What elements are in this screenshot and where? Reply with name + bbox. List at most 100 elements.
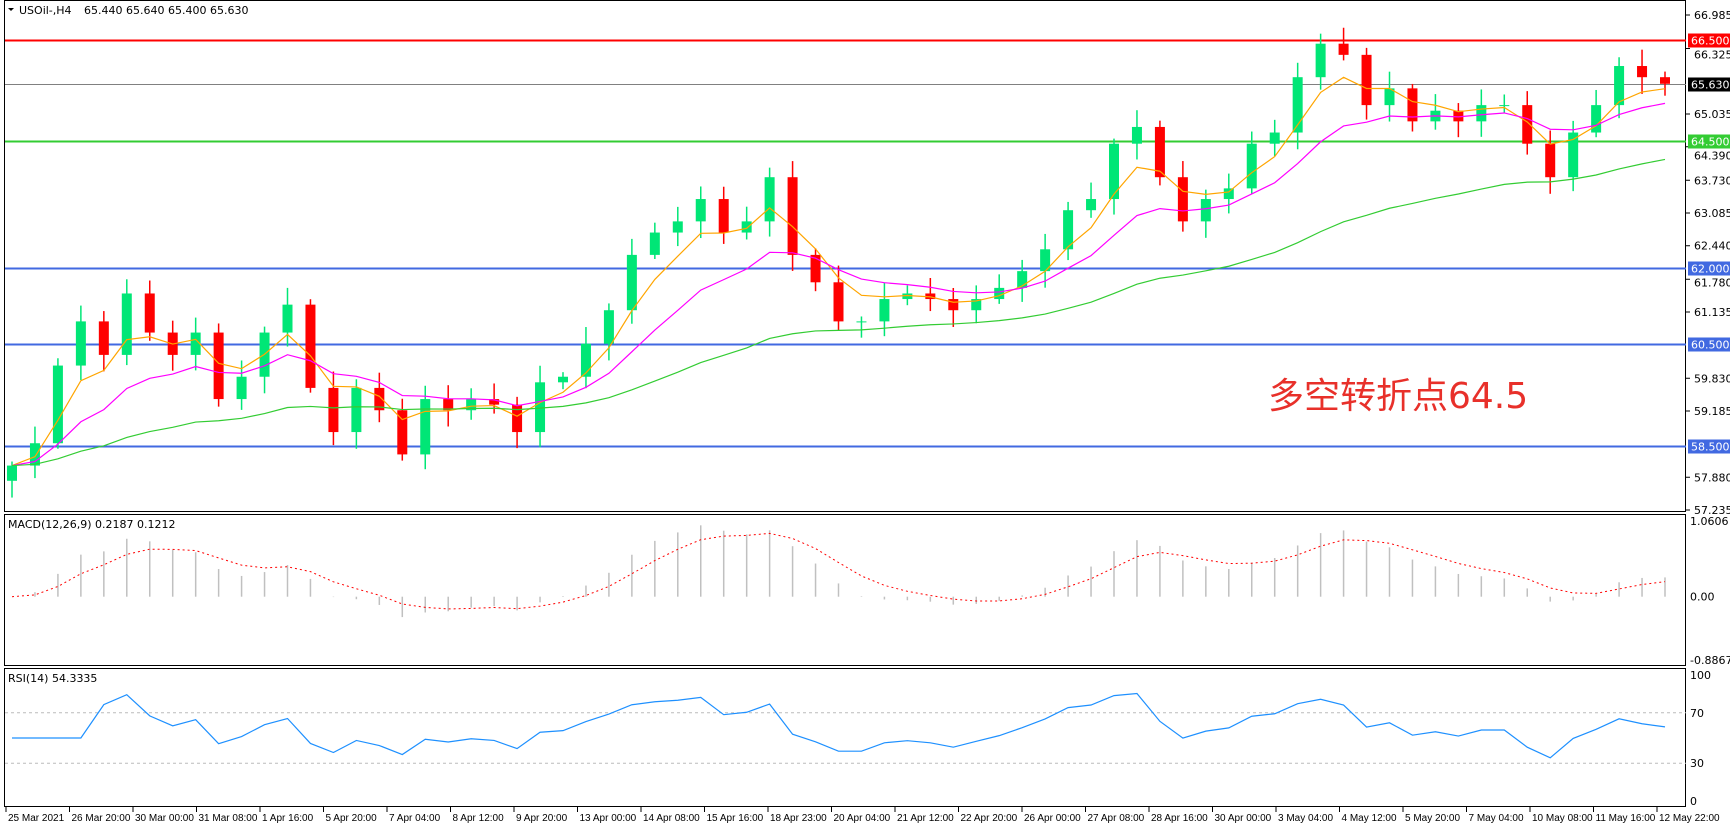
candle-body <box>558 376 568 383</box>
price-tick-label: 59.830 <box>1694 372 1730 385</box>
time-tick-label: 3 May 04:00 <box>1278 813 1333 824</box>
candle-body <box>351 387 362 433</box>
candle-body <box>121 293 132 355</box>
candle-body <box>649 232 660 255</box>
candle-body <box>1591 105 1602 133</box>
time-tick-label: 21 Apr 12:00 <box>897 813 954 824</box>
rsi-tick-label: 70 <box>1690 707 1704 720</box>
candle-body <box>856 321 867 323</box>
macd-tick-label: 1.0606 <box>1690 515 1729 528</box>
candle-body <box>1361 54 1372 106</box>
price-tick-label: 65.035 <box>1694 108 1730 121</box>
candle-body <box>1338 43 1349 55</box>
price-tick-label: 59.185 <box>1694 405 1730 418</box>
chart-symbol: USOil-,H4 <box>19 4 72 17</box>
rsi-pane[interactable] <box>4 668 1686 807</box>
price-tick-label: 66.985 <box>1694 9 1730 22</box>
time-tick-label: 26 Apr 00:00 <box>1024 813 1081 824</box>
rsi-tick-label: 100 <box>1690 669 1711 682</box>
candle-body <box>1614 66 1625 106</box>
candle-body <box>833 282 844 322</box>
rsi-label: RSI(14) 54.3335 <box>8 672 97 685</box>
price-tick-label: 63.730 <box>1694 174 1730 187</box>
candle-body <box>902 293 913 300</box>
candle-body <box>75 321 86 366</box>
candle-body <box>787 177 798 255</box>
candle-body <box>1568 132 1579 178</box>
candle-body <box>282 304 293 333</box>
candle-body <box>672 221 683 233</box>
candle-body <box>1637 66 1648 78</box>
dropdown-triangle-icon[interactable] <box>8 8 14 11</box>
candle-body <box>29 443 40 466</box>
candle-body <box>1499 105 1510 107</box>
price-tick-label: 66.325 <box>1694 49 1730 62</box>
ma-slow-line <box>11 158 1666 467</box>
candle-body <box>994 287 1005 300</box>
time-tick-label: 18 Apr 23:00 <box>770 813 827 824</box>
candle-body <box>718 199 729 233</box>
candle-body <box>1154 126 1165 178</box>
price-tick-label: 61.780 <box>1694 277 1730 290</box>
level-tag-60.500 <box>1688 337 1730 352</box>
rsi-tick-label: 30 <box>1690 757 1704 770</box>
candle-body <box>626 254 637 311</box>
macd-pane[interactable] <box>4 514 1686 666</box>
candle-body <box>1476 105 1487 122</box>
price-tick-label: 63.085 <box>1694 207 1730 220</box>
level-tag-66.500 <box>1688 33 1730 48</box>
candle-body <box>1545 143 1556 178</box>
time-tick-label: 4 May 12:00 <box>1342 813 1397 824</box>
time-tick-label: 15 Apr 16:00 <box>707 813 764 824</box>
candle-body <box>535 382 546 433</box>
level-tag-label: 58.500 <box>1691 441 1730 454</box>
candle-body <box>52 365 63 444</box>
candle-body <box>466 399 477 411</box>
price-tick-label: 64.390 <box>1694 150 1730 163</box>
time-tick-label: 30 Mar 00:00 <box>135 813 194 824</box>
candle-body <box>420 399 431 455</box>
candle-body <box>1040 249 1051 272</box>
time-tick-label: 14 Apr 08:00 <box>643 813 700 824</box>
candle-body <box>305 304 316 388</box>
macd-tick-label: 0.00 <box>1690 591 1715 604</box>
candle-body <box>1177 177 1188 222</box>
candle-body <box>1086 199 1097 211</box>
level-tag-label: 60.500 <box>1691 339 1730 352</box>
level-tag-label: 65.630 <box>1691 79 1730 92</box>
candle-body <box>190 332 201 355</box>
level-tag-label: 66.500 <box>1691 35 1730 48</box>
level-tag-label: 64.500 <box>1691 136 1730 149</box>
ma-fast-line <box>11 76 1666 467</box>
main-pane[interactable] <box>4 0 1686 512</box>
candle-body <box>603 310 614 344</box>
macd-tick-label: -0.8867 <box>1690 654 1730 667</box>
candle-body <box>328 387 339 433</box>
level-tag-65.630 <box>1688 77 1730 92</box>
rsi-tick-label: 0 <box>1690 795 1697 808</box>
time-tick-label: 26 Mar 20:00 <box>72 813 131 824</box>
candle-body <box>764 177 775 222</box>
candle-body <box>580 343 591 377</box>
candle-body <box>489 399 500 405</box>
time-tick-label: 13 Apr 00:00 <box>580 813 637 824</box>
candle-body <box>374 387 385 411</box>
candle-body <box>1384 88 1395 106</box>
time-tick-label: 7 Apr 04:00 <box>389 813 441 824</box>
candle-body <box>1453 110 1464 122</box>
candle-body <box>1407 88 1418 122</box>
time-tick-label: 10 May 08:00 <box>1532 813 1593 824</box>
macd-signal-line <box>11 532 1666 610</box>
time-tick-label: 25 Mar 2021 <box>8 813 65 824</box>
candle-body <box>1063 210 1074 250</box>
time-tick-label: 8 Apr 12:00 <box>453 813 505 824</box>
candle-body <box>144 293 155 333</box>
time-tick-label: 1 Apr 16:00 <box>262 813 314 824</box>
time-tick-label: 27 Apr 08:00 <box>1088 813 1145 824</box>
price-tick-label: 57.235 <box>1694 504 1730 517</box>
level-tag-64.500 <box>1688 134 1730 149</box>
level-tag-58.500 <box>1688 439 1730 454</box>
level-tag-62.000 <box>1688 261 1730 276</box>
candle-body <box>236 376 247 400</box>
